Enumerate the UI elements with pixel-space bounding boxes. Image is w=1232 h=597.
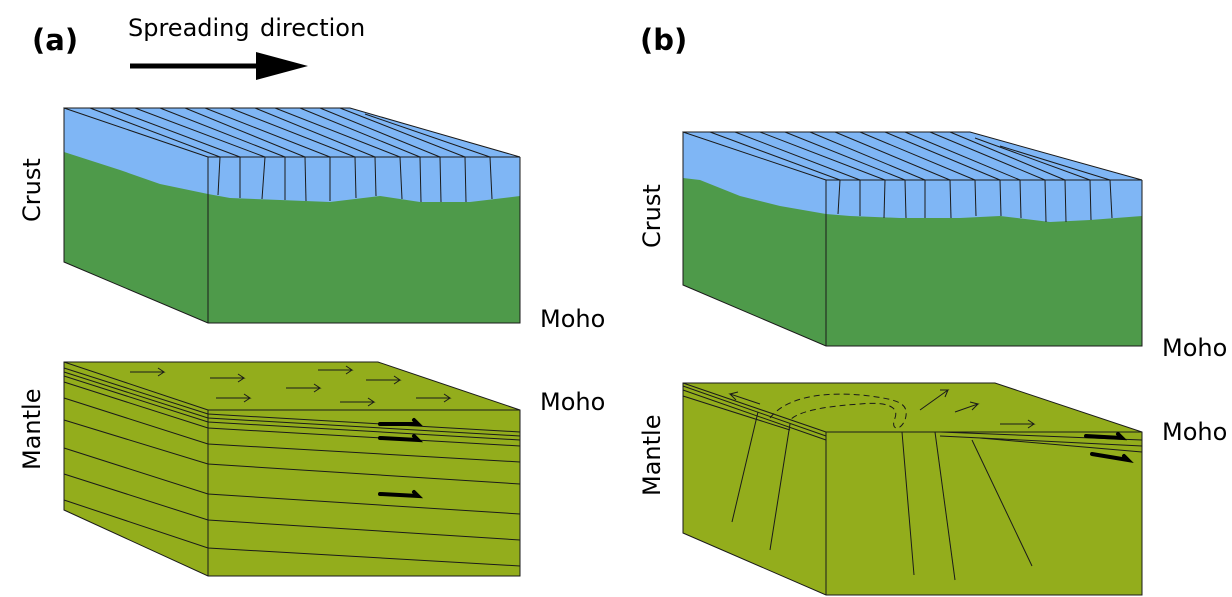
- panel-b: (b): [638, 23, 1227, 596]
- crust-a-top: [64, 108, 520, 202]
- crust-block-a: [63, 107, 521, 324]
- panel-b-label: (b): [640, 23, 687, 57]
- crust-a-top-edge: [64, 107, 521, 158]
- mantle-b-shear-arrows: [1084, 432, 1134, 463]
- moho-b-lower-label: Moho: [1162, 418, 1227, 446]
- mantle-b-foliation: [682, 385, 1143, 453]
- moho-b-upper-label: Moho: [1162, 334, 1227, 362]
- spreading-label-2: direction: [260, 14, 365, 42]
- mantle-b-body: [682, 382, 1143, 596]
- mantle-a-foliation: [63, 367, 521, 567]
- moho-a-upper-label: Moho: [540, 305, 605, 333]
- mantle-b-flow-arrows: [728, 389, 1036, 429]
- crust-a-label: Crust: [18, 158, 46, 222]
- mantle-block-a: [63, 361, 521, 577]
- panel-a-label: (a): [32, 23, 78, 57]
- mantle-a-flow-arrows: [130, 365, 452, 407]
- mantle-a-shear-arrows: [378, 418, 424, 499]
- mantle-b-steep-lines: [731, 411, 1033, 581]
- spreading-direction-indicator: Spreading direction: [128, 14, 365, 80]
- moho-a-lower-label: Moho: [540, 388, 605, 416]
- mantle-b-label: Mantle: [638, 415, 666, 496]
- panel-a: (a) Spreading direction: [18, 14, 605, 577]
- crust-a-front-edge: [63, 107, 209, 158]
- spreading-arrow-head: [256, 52, 308, 80]
- spreading-label-1: Spreading: [128, 14, 250, 42]
- crust-a-dikes: [89, 107, 493, 203]
- crust-b-dikes: [709, 131, 1113, 223]
- mantle-block-b: [682, 382, 1143, 596]
- crust-b-label: Crust: [638, 184, 666, 248]
- mantle-a-label: Mantle: [18, 389, 46, 470]
- mantle-b-dashed-ridge: [769, 393, 907, 429]
- crust-block-b: [682, 131, 1143, 347]
